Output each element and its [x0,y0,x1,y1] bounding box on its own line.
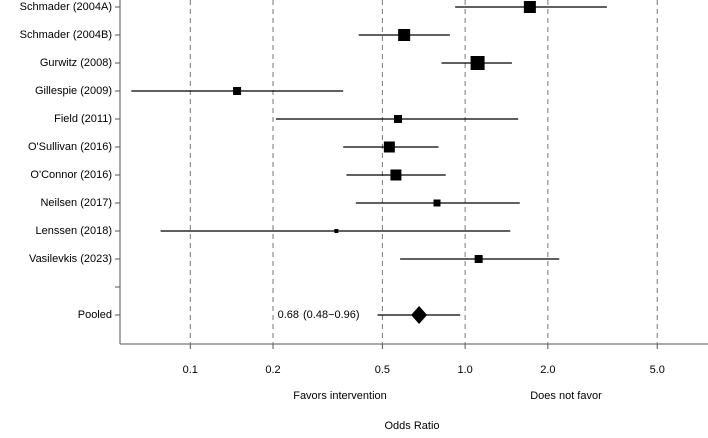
point-estimate [470,56,485,70]
study-label: Gillespie (2009) [35,85,112,97]
x-tick-label: 1.0 [457,364,472,376]
study-label: Pooled [78,309,112,321]
point-estimate [433,199,441,207]
point-estimate [394,115,403,123]
pooled-diamond [411,306,428,324]
point-estimate [474,255,483,263]
point-estimate [523,1,536,13]
study-label: Schmader (2004B) [20,29,112,41]
annotation: Favors intervention [293,390,387,402]
x-tick-label: 0.2 [265,364,280,376]
x-tick-label: 2.0 [540,364,555,376]
study-label: O'Connor (2016) [30,169,112,181]
point-estimate [398,29,411,41]
x-tick-label: 0.1 [183,364,198,376]
study-label: Neilsen (2017) [40,197,112,209]
point-estimate [334,229,339,233]
point-estimate [383,141,395,153]
pooled-interval: (0.48−0.96) [303,309,360,321]
study-label: O'Sullivan (2016) [28,141,112,153]
study-label: Field (2011) [54,113,112,125]
study-label: Gurwitz (2008) [40,57,112,69]
pooled-value: 0.68 [278,309,299,321]
x-axis-label: Odds Ratio [384,420,439,432]
study-label: Schmader (2004A) [20,1,112,13]
x-tick-label: 0.5 [375,364,390,376]
point-estimate [233,87,242,95]
x-tick-label: 5.0 [650,364,665,376]
study-label: Vasilevkis (2023) [29,253,112,265]
point-estimate [390,169,402,181]
annotation: Does not favor [530,390,602,402]
study-label: Lenssen (2018) [36,225,112,237]
